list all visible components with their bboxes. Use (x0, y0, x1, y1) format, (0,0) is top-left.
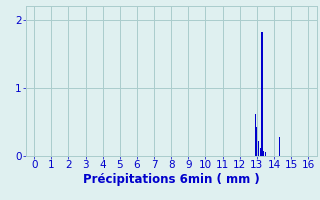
Bar (265, 152, 266, 156)
Bar (261, 32, 263, 156)
Bar (260, 148, 261, 156)
Bar (258, 141, 259, 156)
Bar (263, 151, 264, 156)
Bar (256, 127, 258, 156)
Bar (278, 137, 280, 156)
Bar (254, 114, 256, 156)
X-axis label: Précipitations 6min ( mm ): Précipitations 6min ( mm ) (83, 173, 260, 186)
